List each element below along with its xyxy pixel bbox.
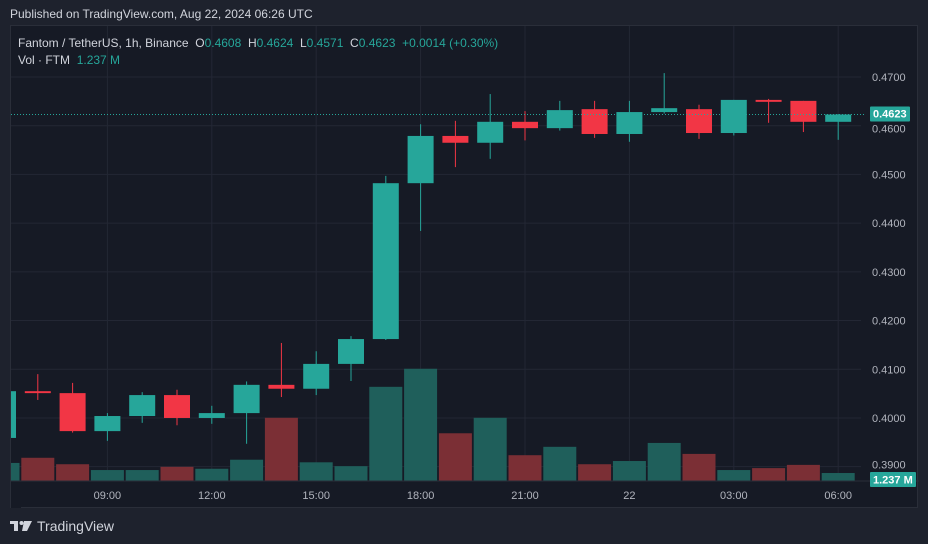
published-caption: Published on TradingView.com, Aug 22, 20…: [10, 7, 313, 21]
volume-bar: [543, 446, 577, 481]
volume-bar: [578, 464, 612, 481]
legend-ohlc-row: Fantom / TetherUS, 1h, Binance O0.4608 H…: [18, 35, 498, 52]
volume-bar: [299, 462, 333, 481]
volume-bar: [264, 417, 298, 481]
volume-bar: [647, 442, 681, 481]
candle-body: [790, 100, 817, 122]
legend-open-label: O: [195, 36, 205, 50]
candle-body: [407, 135, 434, 184]
time-tick-label: 15:00: [302, 490, 330, 502]
volume-bar: [56, 464, 90, 481]
time-tick-label: 06:00: [824, 490, 852, 502]
price-tick-label: 0.4600: [872, 124, 906, 136]
price-tick-label: 0.4300: [872, 267, 906, 279]
volume-bar: [752, 468, 786, 481]
candle-body: [581, 109, 608, 134]
last-volume-label: 1.237 M: [873, 475, 913, 487]
price-tick-label: 0.4400: [872, 218, 906, 230]
plot-area: [11, 73, 855, 481]
tradingview-logo-text: TradingView: [37, 518, 115, 534]
volume-bar: [11, 462, 20, 481]
legend-volume-label: Vol · FTM: [18, 53, 71, 67]
volume-bar: [21, 457, 55, 481]
volume-bar: [195, 468, 229, 481]
candle-body: [24, 391, 51, 394]
legend-high: 0.4624: [256, 36, 294, 50]
volume-bar: [612, 461, 646, 481]
volume-bar: [438, 433, 472, 481]
candle-body: [338, 339, 364, 364]
legend-change: +0.0014 (+0.30%): [402, 36, 499, 50]
volume-bar: [334, 466, 368, 481]
price-tick-label: 0.4700: [872, 72, 906, 84]
legend-volume-row: Vol · FTM 1.237 M: [18, 52, 498, 69]
candle-body: [651, 108, 678, 113]
chart-legend: Fantom / TetherUS, 1h, Binance O0.4608 H…: [18, 35, 498, 69]
candlestick-chart[interactable]: 0.4700 0.4600 0.4500 0.4400 0.4300 0.4200 0.41…: [11, 26, 919, 509]
legend-volume: 1.237 M: [76, 53, 121, 67]
volume-bar: [230, 459, 264, 481]
volume-bar: [786, 464, 820, 481]
candle-body: [268, 384, 295, 389]
candle-body: [129, 395, 156, 417]
last-price-label: 0.4623: [873, 109, 907, 121]
price-tick-label: 0.4100: [872, 364, 906, 376]
candle-body: [755, 99, 782, 102]
candle-body: [442, 135, 469, 143]
legend-symbol: Fantom / TetherUS, 1h, Binance: [18, 36, 189, 50]
candle-body: [825, 114, 852, 122]
volume-bar: [369, 386, 403, 481]
volume-bar: [160, 466, 194, 481]
volume-bar: [682, 453, 716, 481]
candle-body: [372, 183, 399, 340]
tradingview-logo-icon: [10, 521, 32, 531]
price-tick-label: 0.4500: [872, 169, 906, 181]
time-tick-label: 03:00: [720, 490, 748, 502]
time-tick-label: 12:00: [198, 490, 226, 502]
time-tick-label: 21:00: [511, 490, 539, 502]
candle-body: [233, 384, 260, 414]
price-tick-label: 0.3900: [872, 460, 906, 472]
tradingview-logo[interactable]: TradingView: [10, 518, 114, 534]
time-tick-label: 18:00: [407, 490, 435, 502]
candle-body: [11, 391, 16, 438]
candle-body: [720, 99, 747, 134]
candle-body: [59, 393, 86, 432]
candle-body: [164, 395, 190, 418]
volume-bar: [404, 368, 438, 481]
time-tick-label: 22: [623, 490, 635, 502]
candle-body: [198, 413, 225, 418]
legend-low-label: L: [299, 36, 307, 50]
time-tick-label: 09:00: [94, 490, 122, 502]
volume-bar: [125, 470, 159, 481]
last-volume-badge: [870, 472, 916, 487]
candle-body: [686, 109, 712, 134]
last-price-badge: [870, 106, 910, 122]
chart-panel[interactable]: 0.4700 0.4600 0.4500 0.4400 0.4300 0.4200 0.41…: [10, 25, 919, 509]
legend-close-label: C: [350, 36, 359, 50]
volume-bar: [90, 470, 124, 481]
volume-bar: [717, 470, 751, 481]
volume-bar: [821, 473, 855, 481]
candle-body: [616, 112, 643, 134]
price-tick-label: 0.4200: [872, 316, 906, 328]
candle-body: [477, 121, 504, 143]
legend-close: 0.4623: [358, 36, 396, 50]
time-axis-mask: [11, 482, 21, 508]
volume-bar: [473, 417, 507, 481]
volume-bar: [508, 455, 542, 481]
legend-open: 0.4608: [204, 36, 242, 50]
price-tick-label: 0.4000: [872, 413, 906, 425]
legend-low: 0.4571: [306, 36, 344, 50]
candle-body: [303, 363, 330, 389]
legend-high-label: H: [247, 36, 257, 50]
candle-body: [546, 110, 573, 129]
candle-body: [94, 416, 121, 432]
candle-body: [512, 121, 538, 129]
